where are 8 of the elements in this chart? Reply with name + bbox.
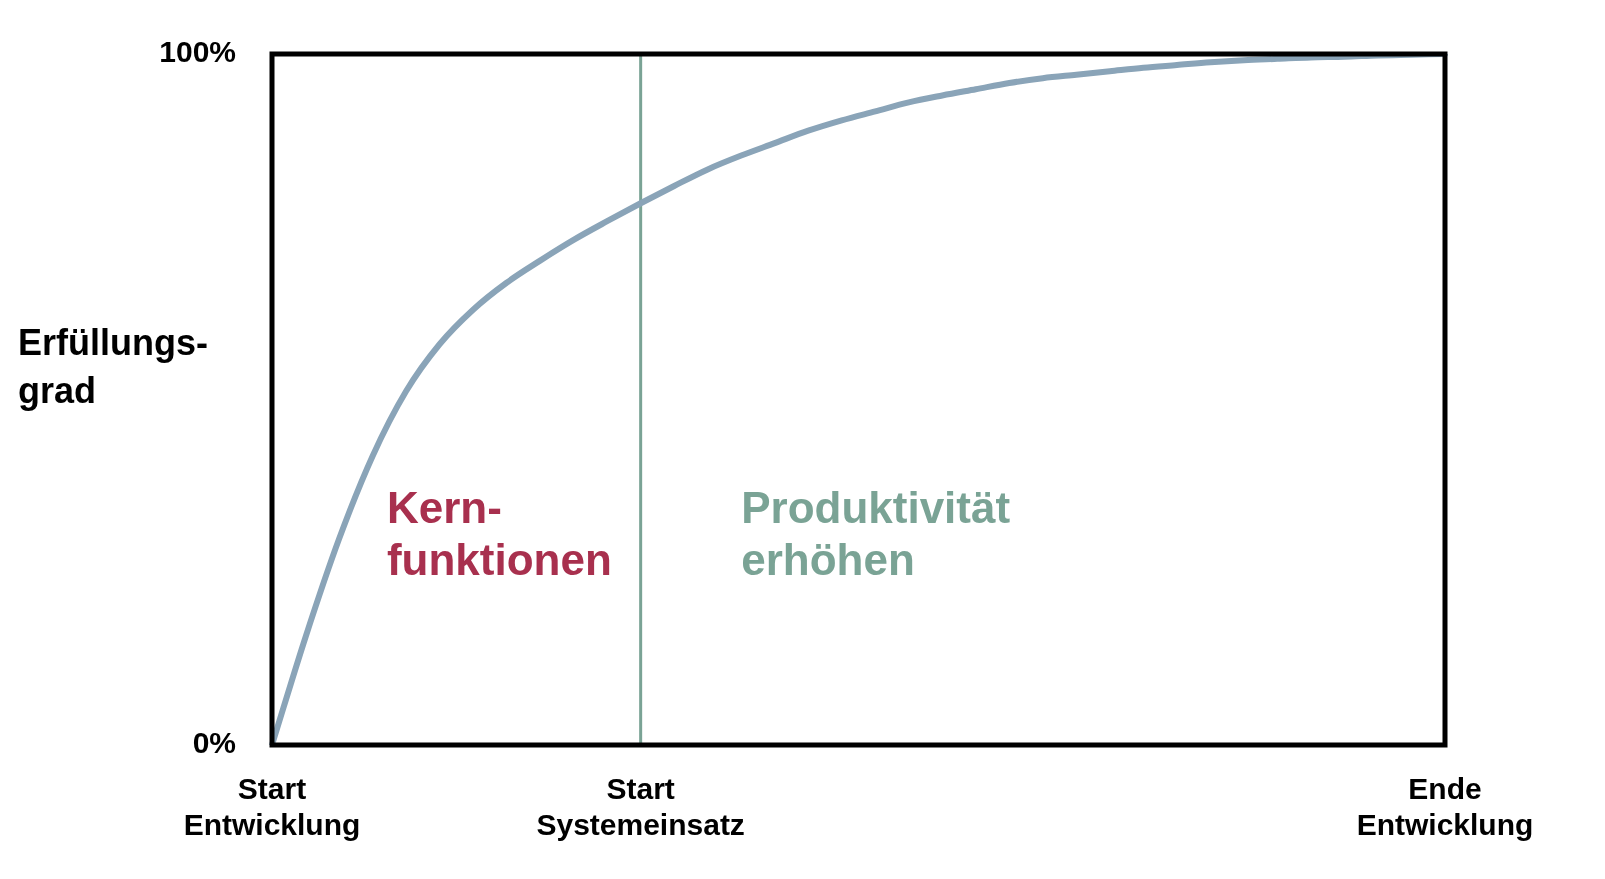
annotation: Kern- funktionen <box>386 483 612 585</box>
x-tick-label: Ende Entwicklung <box>1356 772 1534 842</box>
y-axis-title: Erfüllungs- grad <box>18 322 208 412</box>
annotation: Produktivität erhöhen <box>741 483 1011 585</box>
y-tick-label: 100% <box>159 35 236 69</box>
x-tick-label: Start Systemeinsatz <box>536 772 745 842</box>
y-tick-label: 0% <box>192 726 236 760</box>
x-tick-label: Start Entwicklung <box>183 772 361 842</box>
